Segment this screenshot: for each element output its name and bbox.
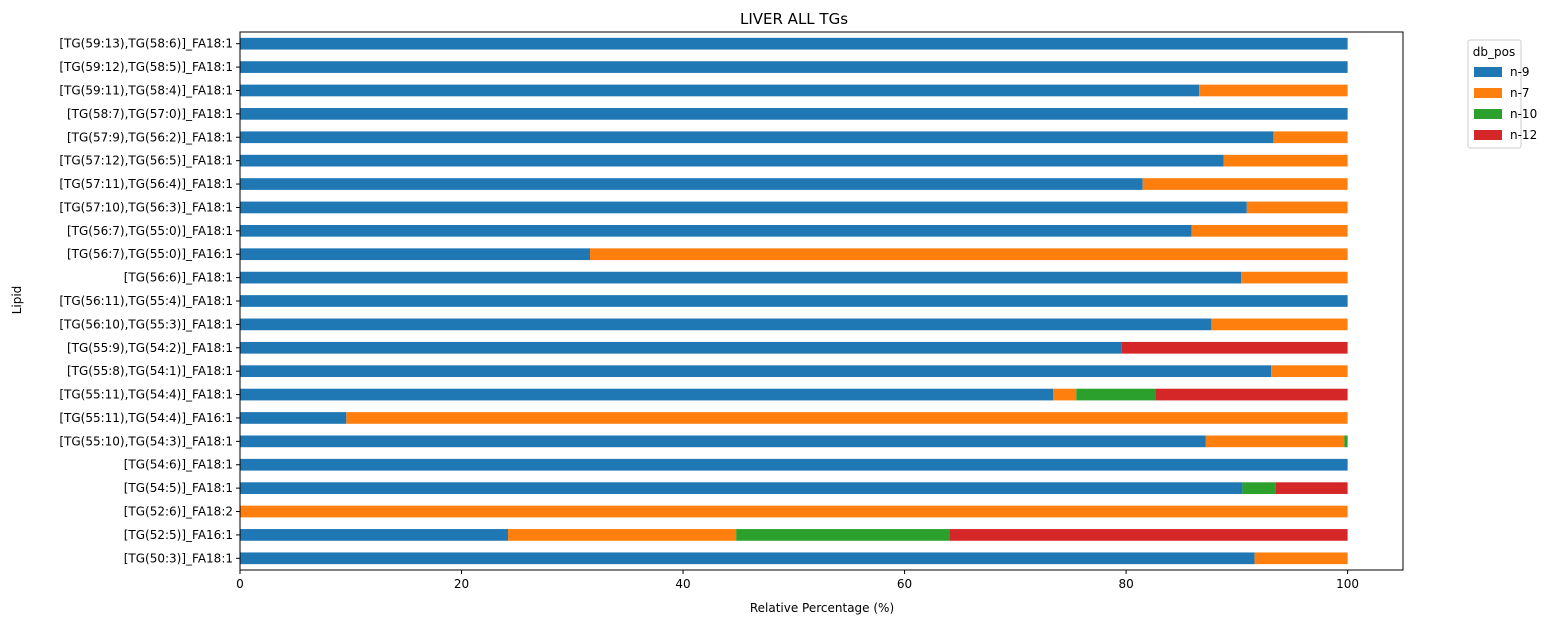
x-tick-label: 0 (236, 577, 244, 591)
legend-items: n-9 n-7 n-10 n-12 (1474, 65, 1537, 142)
bar-segment-n-9-row-11 (240, 271, 1242, 284)
axes-frame (239, 31, 1404, 571)
bar-segment-n-12-row-20 (1275, 482, 1348, 494)
y-tick-label: [TG(56:6)]_FA18:1 (124, 271, 233, 285)
chart-title: LIVER ALL TGs (740, 10, 848, 28)
bar-segment-n-9-row-18 (240, 435, 1206, 448)
x-tick-label: 20 (454, 577, 469, 591)
y-tick-label: [TG(56:11),TG(55:4)]_FA18:1 (59, 294, 233, 308)
y-tick-label: [TG(58:7),TG(57:0)]_FA18:1 (67, 107, 233, 121)
x-tick-labels: 0 20 40 60 80 100 (236, 570, 1359, 591)
x-tick-label: 100 (1336, 577, 1359, 591)
bar-segment-n-10-row-20 (1242, 482, 1276, 494)
y-tick-labels: [TG(59:13),TG(58:6)]_FA18:1 [TG(59:12),TG… (59, 37, 240, 565)
bar-segment-n-7-row-16 (1052, 388, 1077, 401)
y-tick-label: [TG(59:11),TG(58:4)]_FA18:1 (59, 83, 233, 97)
y-tick-label: [TG(59:12),TG(58:5)]_FA18:1 (59, 60, 233, 74)
y-tick-label: [TG(50:3)]_FA18:1 (124, 551, 233, 565)
bar-segment-n-9-row-22 (240, 529, 509, 541)
legend-swatch-n-12 (1474, 130, 1502, 140)
bar-segment-n-7-row-6 (1223, 154, 1348, 167)
bar-segment-n-9-row-2 (240, 61, 1348, 73)
bar-segment-n-9-row-6 (240, 154, 1224, 167)
bar-segment-n-9-row-9 (240, 224, 1192, 237)
bar-segment-n-9-row-16 (240, 388, 1053, 401)
legend-label-n-10: n-10 (1510, 107, 1537, 121)
bar-segment-n-7-row-18 (1205, 435, 1345, 448)
y-tick-label: [TG(54:6)]_FA18:1 (124, 458, 233, 472)
bar-segment-n-9-row-1 (240, 37, 1348, 50)
bar-segment-n-7-row-7 (1142, 178, 1348, 190)
bar-segment-n-10-row-18 (1344, 435, 1348, 448)
x-tick-label: 60 (897, 577, 912, 591)
y-tick-label: [TG(55:9),TG(54:2)]_FA18:1 (67, 341, 233, 355)
y-tick-label: [TG(56:10),TG(55:3)]_FA18:1 (59, 317, 233, 331)
bar-segment-n-7-row-5 (1273, 131, 1348, 144)
bar-segment-n-9-row-5 (240, 131, 1274, 144)
bar-segment-n-9-row-7 (240, 178, 1143, 190)
y-tick-label: [TG(56:7),TG(55:0)]_FA16:1 (67, 247, 233, 261)
bar-segment-n-7-row-15 (1271, 365, 1348, 378)
y-tick-label: [TG(59:13),TG(58:6)]_FA18:1 (59, 37, 233, 51)
bar-segment-n-9-row-10 (240, 248, 591, 261)
y-tick-label: [TG(56:7),TG(55:0)]_FA18:1 (67, 224, 233, 238)
y-tick-label: [TG(57:9),TG(56:2)]_FA18:1 (67, 130, 233, 144)
y-tick-label: [TG(55:10),TG(54:3)]_FA18:1 (59, 434, 233, 448)
y-tick-label: [TG(57:12),TG(56:5)]_FA18:1 (59, 154, 233, 168)
legend: db_pos n-9 n-7 n-10 n-12 (1467, 39, 1537, 149)
y-tick-label: [TG(52:6)]_FA18:2 (124, 505, 233, 519)
x-tick-label: 40 (675, 577, 690, 591)
y-tick-label: [TG(57:10),TG(56:3)]_FA18:1 (59, 200, 233, 214)
bars-group (240, 37, 1348, 565)
bar-segment-n-7-row-10 (590, 248, 1348, 261)
bar-segment-n-7-row-9 (1191, 224, 1348, 237)
bar-segment-n-7-row-17 (346, 412, 1348, 424)
y-tick-label: [TG(55:11),TG(54:4)]_FA16:1 (59, 411, 233, 425)
bar-segment-n-12-row-16 (1156, 388, 1348, 401)
y-tick-label: [TG(55:11),TG(54:4)]_FA18:1 (59, 388, 233, 402)
y-tick-label: [TG(55:8),TG(54:1)]_FA18:1 (67, 364, 233, 378)
y-tick-label: [TG(54:5)]_FA18:1 (124, 481, 233, 495)
bar-segment-n-7-row-3 (1199, 84, 1348, 97)
legend-label-n-7: n-7 (1510, 86, 1530, 100)
bar-segment-n-7-row-23 (1254, 552, 1348, 565)
bar-segment-n-7-row-11 (1241, 271, 1348, 284)
bar-segment-n-7-row-13 (1211, 318, 1348, 331)
legend-label-n-9: n-9 (1510, 65, 1530, 79)
legend-label-n-12: n-12 (1510, 128, 1537, 142)
bar-segment-n-7-row-22 (508, 529, 737, 541)
bar-segment-n-9-row-3 (240, 84, 1200, 97)
bar-segment-n-9-row-19 (240, 458, 1348, 471)
bar-segment-n-9-row-13 (240, 318, 1212, 331)
bar-segment-n-10-row-16 (1076, 388, 1157, 401)
legend-swatch-n-9 (1474, 67, 1502, 77)
bar-segment-n-9-row-15 (240, 365, 1272, 378)
bar-segment-n-9-row-23 (240, 552, 1255, 565)
legend-title: db_pos (1473, 45, 1515, 59)
bar-segment-n-9-row-17 (240, 412, 347, 424)
bar-segment-n-10-row-22 (736, 529, 950, 541)
bar-segment-n-7-row-8 (1246, 201, 1348, 214)
bar-segment-n-12-row-22 (949, 529, 1348, 541)
legend-swatch-n-10 (1474, 109, 1502, 119)
bar-segment-n-7-row-21 (240, 505, 1348, 518)
bar-segment-n-9-row-4 (240, 108, 1348, 120)
bar-segment-n-9-row-8 (240, 201, 1247, 214)
y-tick-label: [TG(52:5)]_FA16:1 (124, 528, 233, 542)
x-tick-label: 80 (1118, 577, 1133, 591)
bar-segment-n-9-row-12 (240, 295, 1348, 307)
x-axis-label: Relative Percentage (%) (750, 601, 894, 615)
bar-segment-n-9-row-20 (240, 482, 1243, 494)
bar-segment-n-12-row-14 (1121, 341, 1348, 354)
bar-segment-n-9-row-14 (240, 341, 1122, 354)
legend-swatch-n-7 (1474, 88, 1502, 98)
y-axis-label: Lipid (10, 286, 24, 315)
y-tick-label: [TG(57:11),TG(56:4)]_FA18:1 (59, 177, 233, 191)
